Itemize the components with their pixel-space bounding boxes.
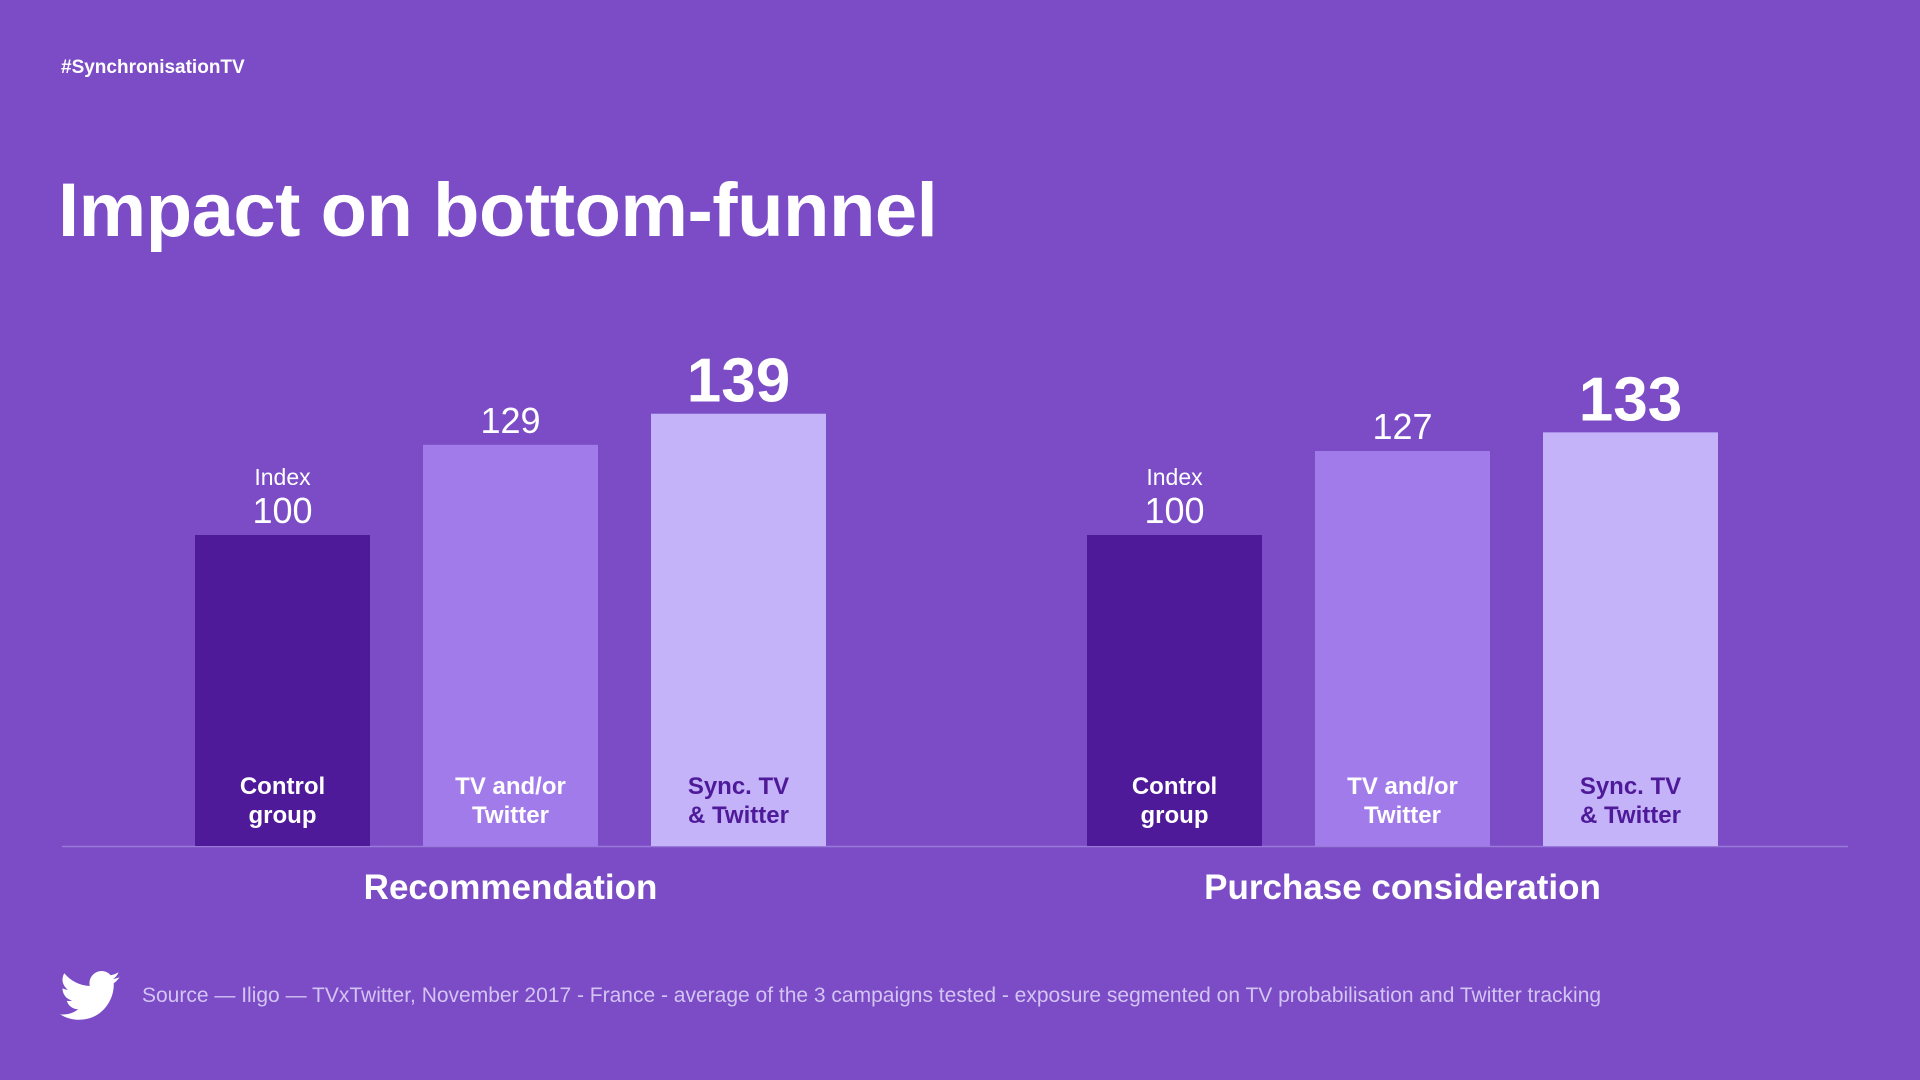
- category-label-line: group: [1141, 802, 1209, 829]
- source-row: Source — Iligo — TVxTwitter, November 20…: [60, 970, 1601, 1022]
- bar: [423, 444, 598, 846]
- category-label-line: & Twitter: [688, 802, 789, 829]
- bar: [1315, 451, 1490, 846]
- category-label-line: TV and/or: [455, 773, 566, 800]
- category-label: TV and/or Twitter: [455, 773, 566, 829]
- group-label: Recommendation: [364, 868, 658, 907]
- category-label-line: Control: [1132, 773, 1217, 800]
- bar: [195, 535, 370, 846]
- category-label-line: group: [249, 802, 317, 829]
- hashtag: #SynchronisationTV: [61, 57, 245, 78]
- index-label: Index: [1146, 464, 1203, 490]
- category-label: Control group: [1132, 773, 1217, 829]
- data-label: 100: [252, 490, 312, 531]
- data-label: 100: [1144, 490, 1204, 531]
- category-label-line: Twitter: [1364, 802, 1441, 829]
- index-label: Index: [254, 464, 311, 490]
- data-label: 129: [480, 400, 540, 441]
- category-label-line: TV and/or: [1347, 773, 1458, 800]
- category-label-line: Sync. TV: [688, 773, 789, 800]
- category-label: Sync. TV & Twitter: [1580, 773, 1681, 829]
- category-label-line: Sync. TV: [1580, 773, 1681, 800]
- data-label: 139: [687, 347, 790, 416]
- bar: [1543, 432, 1718, 846]
- group-label: Purchase consideration: [1204, 868, 1601, 907]
- source-note: Source — Iligo — TVxTwitter, November 20…: [142, 984, 1602, 1007]
- bar: [1087, 535, 1262, 846]
- data-label: 127: [1372, 406, 1432, 447]
- category-label-line: Twitter: [472, 802, 549, 829]
- category-label-line: & Twitter: [1580, 802, 1681, 829]
- page-title: Impact on bottom-funnel: [58, 168, 938, 253]
- category-label-line: Control: [240, 773, 325, 800]
- category-label: TV and/or Twitter: [1347, 773, 1458, 829]
- data-label: 133: [1579, 365, 1682, 434]
- category-label: Control group: [240, 773, 325, 829]
- bar: [651, 413, 826, 846]
- category-label: Sync. TV & Twitter: [688, 773, 789, 829]
- twitter-bird-icon: [60, 971, 120, 1020]
